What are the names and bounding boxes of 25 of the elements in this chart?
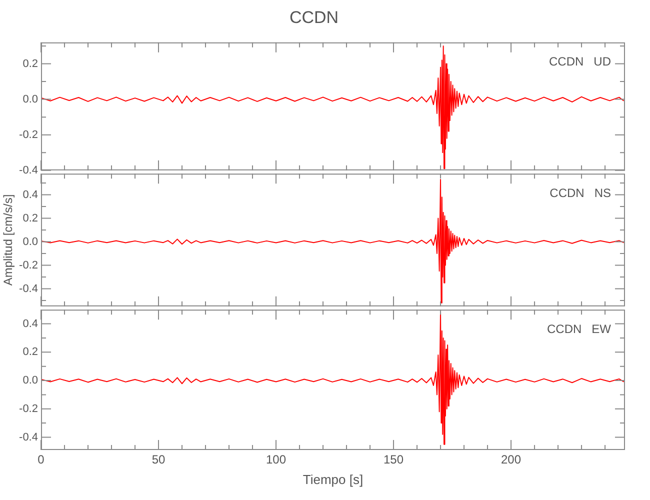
y-axis-title: Amplitud [cm/s/s]	[1, 194, 15, 286]
x-tick-label: 150	[384, 452, 404, 467]
x-tick-label: 200	[501, 452, 522, 467]
y-tick-label: 0.0	[22, 374, 38, 387]
y-tick-label: -0.2	[19, 402, 38, 415]
y-tick-label: 0.4	[22, 318, 38, 330]
chart-title: CCDN	[289, 8, 339, 27]
annotation: CCDN EW	[547, 322, 612, 336]
y-tick-label: 0.0	[22, 93, 38, 106]
y-tick-label: -0.2	[19, 259, 38, 272]
annotation: CCDN NS	[550, 186, 611, 200]
y-tick-label: 0.2	[22, 212, 38, 224]
y-tick-label: -0.4	[19, 282, 38, 295]
y-tick-label: -0.4	[19, 164, 38, 176]
x-tick-label: 0	[38, 452, 45, 467]
y-tick-label: 0.2	[22, 58, 38, 70]
y-tick-label: 0.2	[22, 346, 38, 358]
y-tick-label: -0.2	[19, 128, 38, 141]
y-tick-label: 0.0	[22, 236, 38, 248]
x-axis-title: Tiempo [s]	[302, 472, 364, 487]
y-tick-label: 0.4	[22, 188, 38, 201]
x-tick-label: 50	[152, 452, 166, 467]
x-tick-label: 100	[266, 452, 286, 467]
y-tick-label: -0.4	[19, 431, 38, 444]
annotation: CCDN UD	[549, 54, 612, 69]
